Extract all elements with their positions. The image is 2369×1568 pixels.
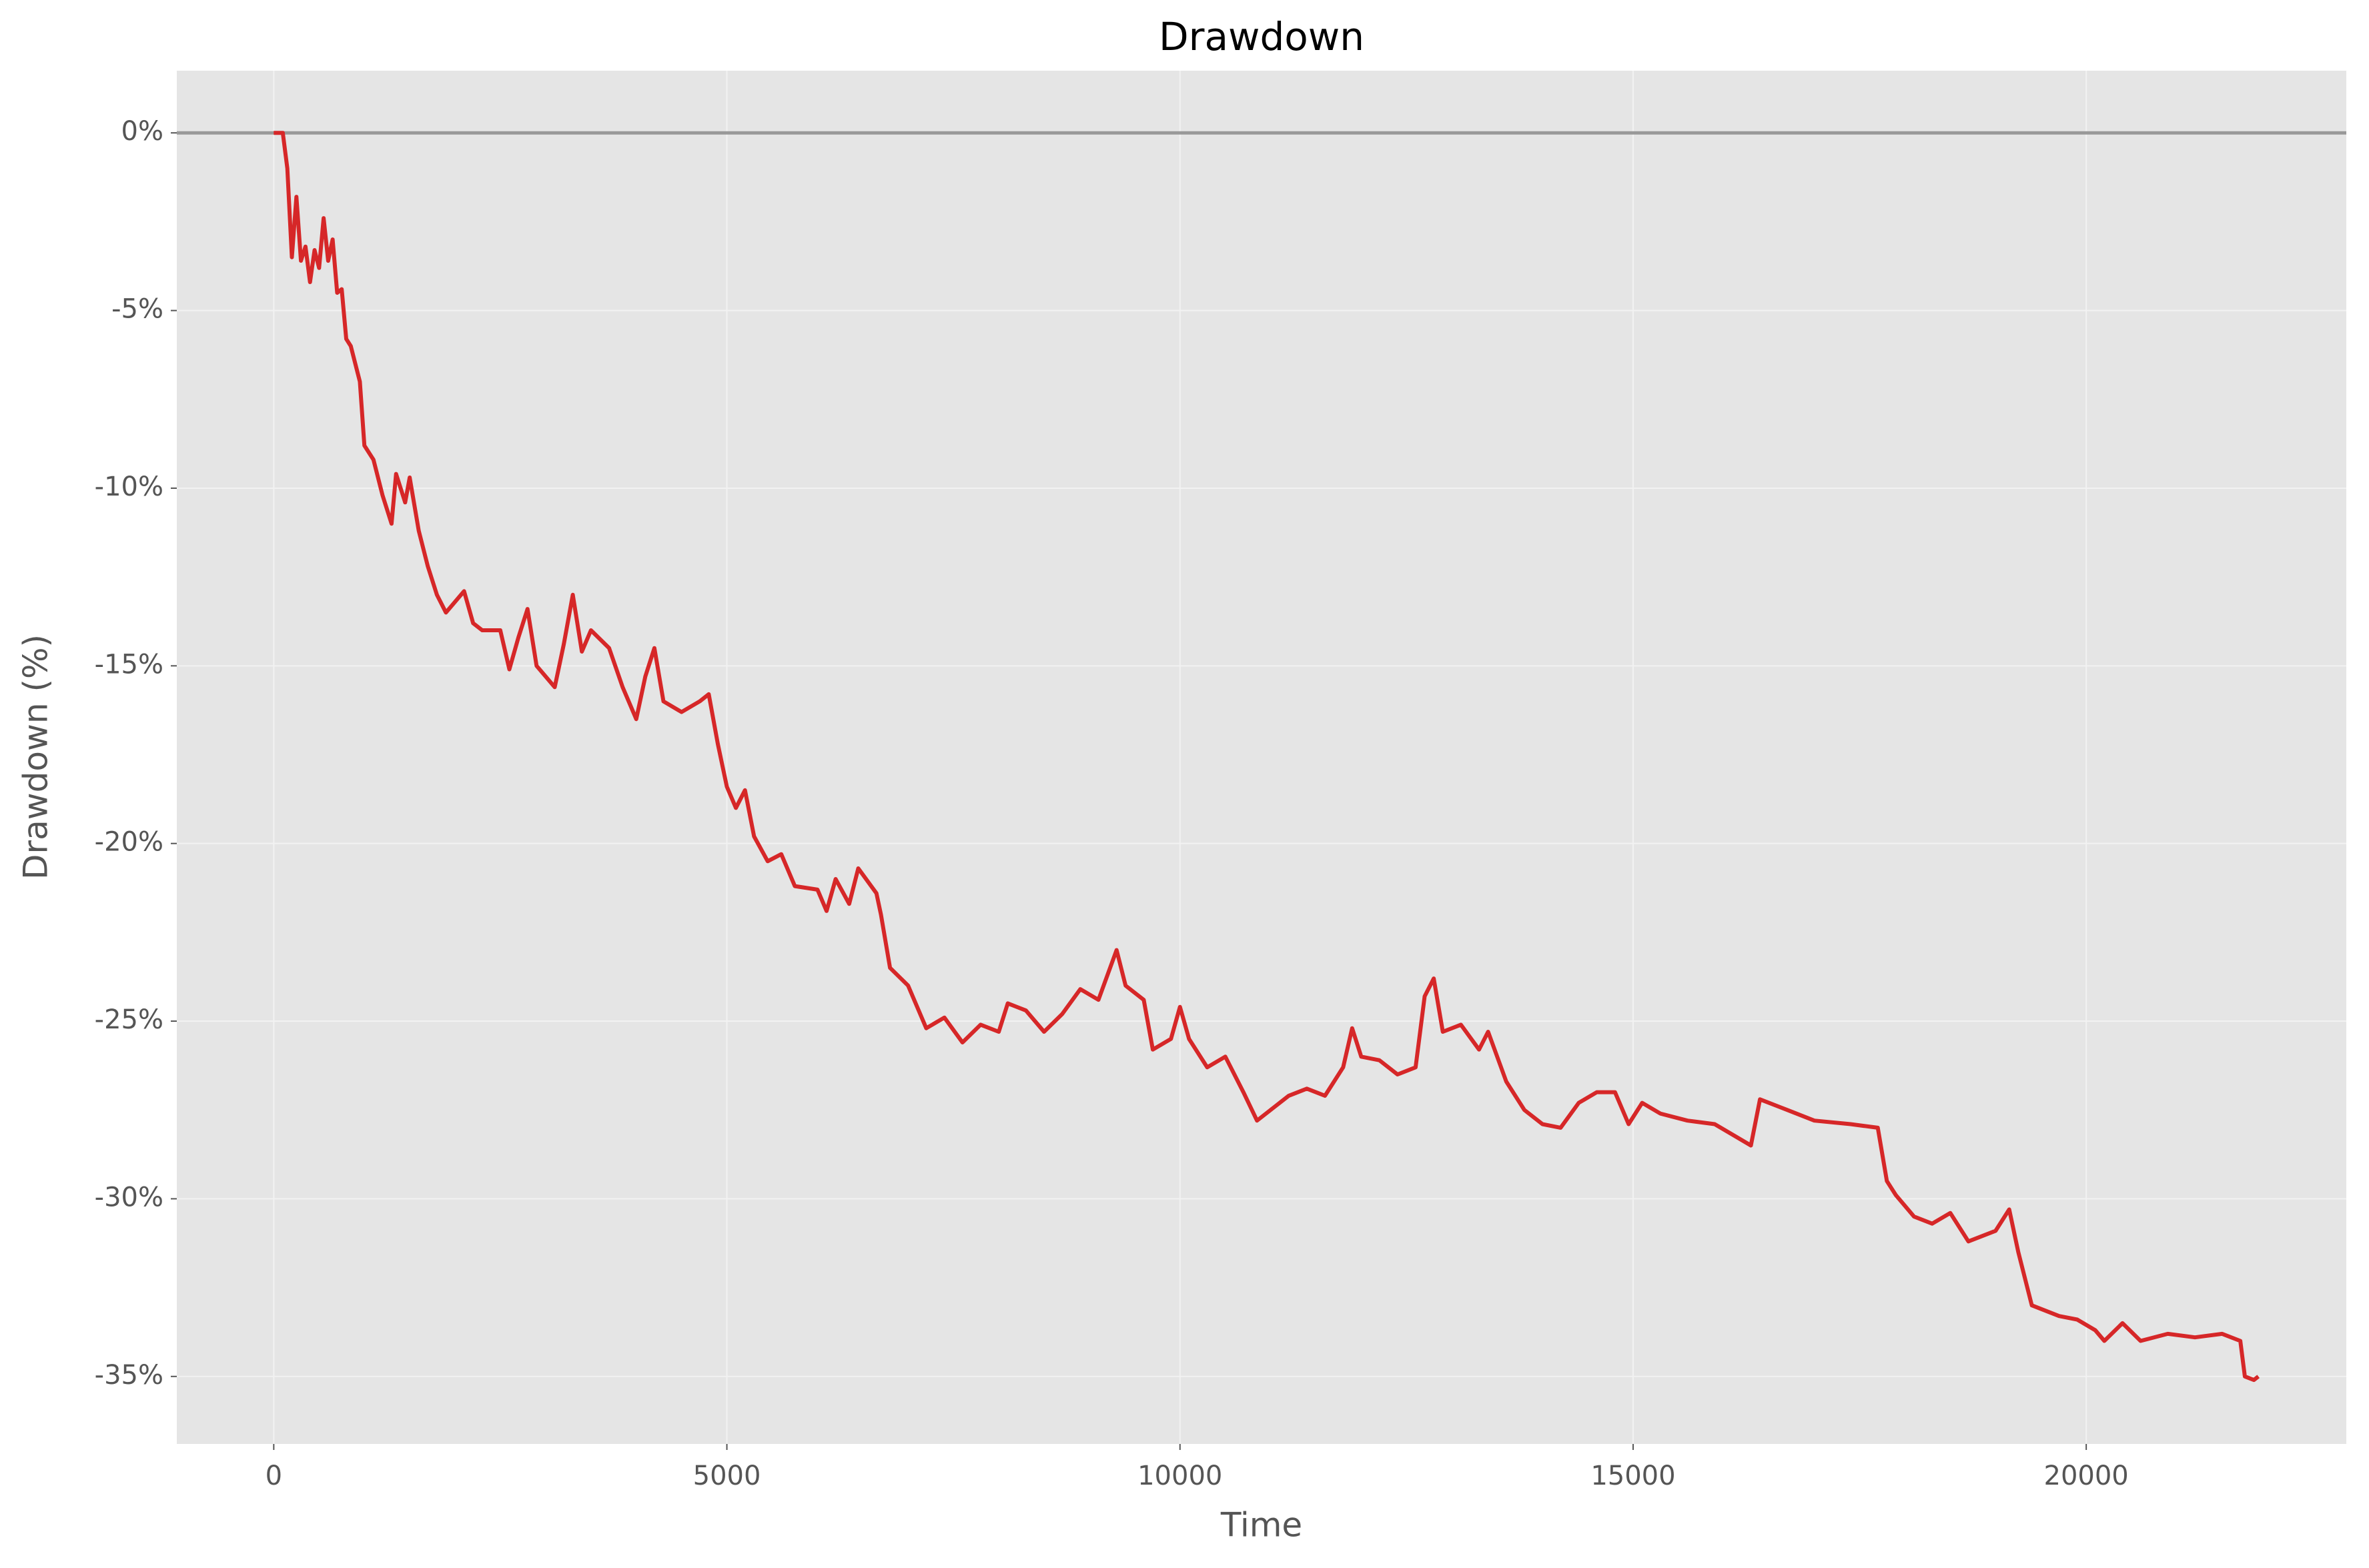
x-tick-label: 15000 (1590, 1461, 1675, 1491)
y-tick-label: -30% (95, 1182, 163, 1213)
plot-background (177, 71, 2346, 1444)
y-tick-label: -5% (111, 294, 163, 325)
y-tick-label: -20% (95, 827, 163, 858)
x-tick-label: 10000 (1137, 1461, 1222, 1491)
y-tick-label: 0% (121, 116, 163, 147)
y-tick-label: -35% (95, 1360, 163, 1391)
y-tick-label: -25% (95, 1004, 163, 1035)
chart-title: Drawdown (1159, 14, 1364, 59)
y-tick-label: -15% (95, 649, 163, 680)
x-tick-label: 20000 (2044, 1461, 2129, 1491)
x-axis-label: Time (1220, 1506, 1302, 1545)
y-axis-label: Drawdown (%) (17, 634, 55, 880)
y-tick-label: -10% (95, 472, 163, 502)
x-tick-label: 0 (266, 1461, 282, 1491)
drawdown-line (274, 131, 2260, 1383)
x-tick-label: 5000 (693, 1461, 761, 1491)
